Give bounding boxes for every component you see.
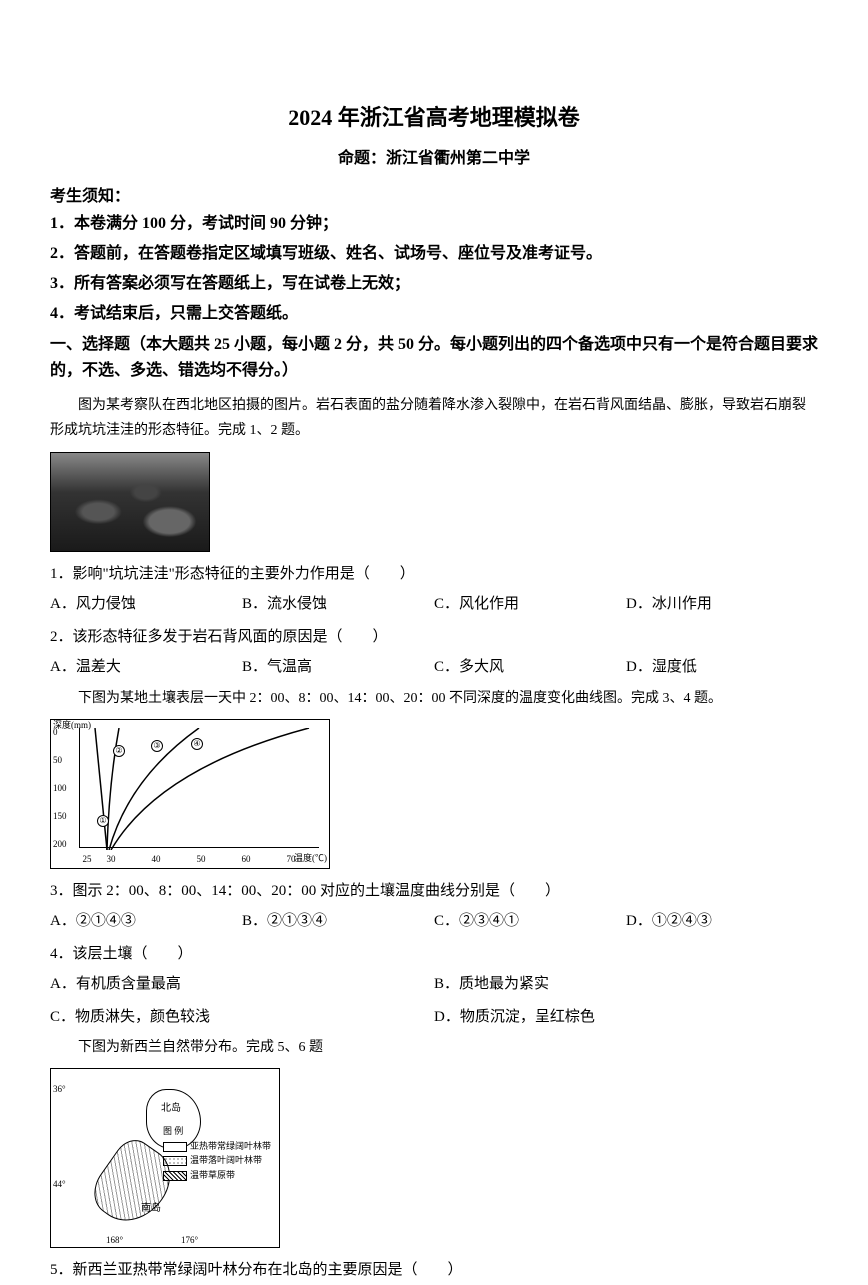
marker-3: ③: [151, 740, 163, 752]
marker-1: ①: [97, 815, 109, 827]
q1-text: 1．影响"坑坑洼洼"形态特征的主要外力作用是（ ）: [50, 560, 818, 589]
q1-opt-a: A．风力侵蚀: [50, 590, 242, 619]
intro-3: 下图为新西兰自然带分布。完成 5、6 题: [50, 1035, 818, 1060]
xtick-50: 50: [197, 854, 206, 864]
lat-36: 36°: [53, 1084, 66, 1094]
q1-opt-d: D．冰川作用: [626, 590, 818, 619]
figure-rock: [50, 452, 818, 552]
notice-3: 3．所有答案必须写在答题纸上，写在试卷上无效；: [50, 272, 818, 296]
xtick-25: 25: [83, 854, 92, 864]
q2-opt-d: D．湿度低: [626, 653, 818, 682]
q3-opt-d: D．①②④③: [626, 907, 818, 936]
ytick-0: 0: [53, 727, 58, 737]
intro-1: 图为某考察队在西北地区拍摄的图片。岩石表面的盐分随着降水渗入裂隙中，在岩石背风面…: [50, 393, 818, 443]
notice-4: 4．考试结束后，只需上交答题纸。: [50, 302, 818, 326]
ytick-150: 150: [53, 811, 67, 821]
lon-168: 168°: [106, 1235, 123, 1245]
q4-text: 4．该层土壤（ ）: [50, 940, 818, 969]
q4-opt-a: A．有机质含量最高: [50, 970, 434, 999]
q1-options: A．风力侵蚀 B．流水侵蚀 C．风化作用 D．冰川作用: [50, 590, 818, 619]
nz-map: 36° 44° 168° 176° 北岛 南岛 图 例 亚热带常绿阔叶林带 温带…: [50, 1068, 280, 1248]
ytick-50: 50: [53, 755, 62, 765]
legend-item-2: 温带落叶阔叶林带: [163, 1153, 271, 1167]
q2-options: A．温差大 B．气温高 C．多大风 D．湿度低: [50, 653, 818, 682]
legend-item-1: 亚热带常绿阔叶林带: [163, 1139, 271, 1153]
q2-opt-a: A．温差大: [50, 653, 242, 682]
notice-2: 2．答题前，在答题卷指定区域填写班级、姓名、试场号、座位号及准考证号。: [50, 242, 818, 266]
subtitle: 命题：浙江省衢州第二中学: [50, 144, 818, 168]
lat-44: 44°: [53, 1179, 66, 1189]
q4-opt-b: B．质地最为紧实: [434, 970, 818, 999]
marker-4: ④: [191, 738, 203, 750]
legend-item-3: 温带草原带: [163, 1168, 271, 1182]
north-label: 北岛: [161, 1099, 181, 1114]
q4-options-row2: C．物质淋失，颜色较浅 D．物质沉淀，呈红棕色: [50, 1003, 818, 1032]
q5-text: 5．新西兰亚热带常绿阔叶林分布在北岛的主要原因是（ ）: [50, 1256, 818, 1285]
q3-opt-a: A．②①④③: [50, 907, 242, 936]
q4-opt-c: C．物质淋失，颜色较浅: [50, 1003, 434, 1032]
soil-temp-chart: 深度(mm) 0 50 100 150 200 25 30 40 50 60 7…: [50, 719, 330, 869]
marker-2: ②: [113, 745, 125, 757]
q3-text: 3．图示 2：00、8：00、14：00、20：00 对应的土壤温度曲线分别是（…: [50, 877, 818, 906]
x-axis-title: 温度(℃): [294, 851, 327, 864]
ytick-100: 100: [53, 783, 67, 793]
xtick-40: 40: [152, 854, 161, 864]
notice-1: 1．本卷满分 100 分，考试时间 90 分钟；: [50, 212, 818, 236]
intro-2: 下图为某地土壤表层一天中 2：00、8：00、14：00、20：00 不同深度的…: [50, 686, 818, 711]
rock-photo: [50, 452, 210, 552]
ytick-200: 200: [53, 839, 67, 849]
xtick-30: 30: [107, 854, 116, 864]
legend: 图 例 亚热带常绿阔叶林带 温带落叶阔叶林带 温带草原带: [163, 1124, 271, 1182]
q4-opt-d: D．物质沉淀，呈红棕色: [434, 1003, 818, 1032]
q3-options: A．②①④③ B．②①③④ C．②③④① D．①②④③: [50, 907, 818, 936]
q4-options-row1: A．有机质含量最高 B．质地最为紧实: [50, 970, 818, 999]
section-1-header: 一、选择题（本大题共 25 小题，每小题 2 分，共 50 分。每小题列出的四个…: [50, 332, 818, 383]
main-title: 2024 年浙江省高考地理模拟卷: [50, 100, 818, 132]
q2-opt-b: B．气温高: [242, 653, 434, 682]
notice-header: 考生须知：: [50, 182, 818, 206]
q2-opt-c: C．多大风: [434, 653, 626, 682]
lon-176: 176°: [181, 1235, 198, 1245]
xtick-60: 60: [242, 854, 251, 864]
q3-opt-c: C．②③④①: [434, 907, 626, 936]
q3-opt-b: B．②①③④: [242, 907, 434, 936]
south-label: 南岛: [141, 1199, 161, 1214]
q2-text: 2．该形态特征多发于岩石背风面的原因是（ ）: [50, 623, 818, 652]
q1-opt-b: B．流水侵蚀: [242, 590, 434, 619]
legend-title: 图 例: [163, 1124, 271, 1138]
q1-opt-c: C．风化作用: [434, 590, 626, 619]
